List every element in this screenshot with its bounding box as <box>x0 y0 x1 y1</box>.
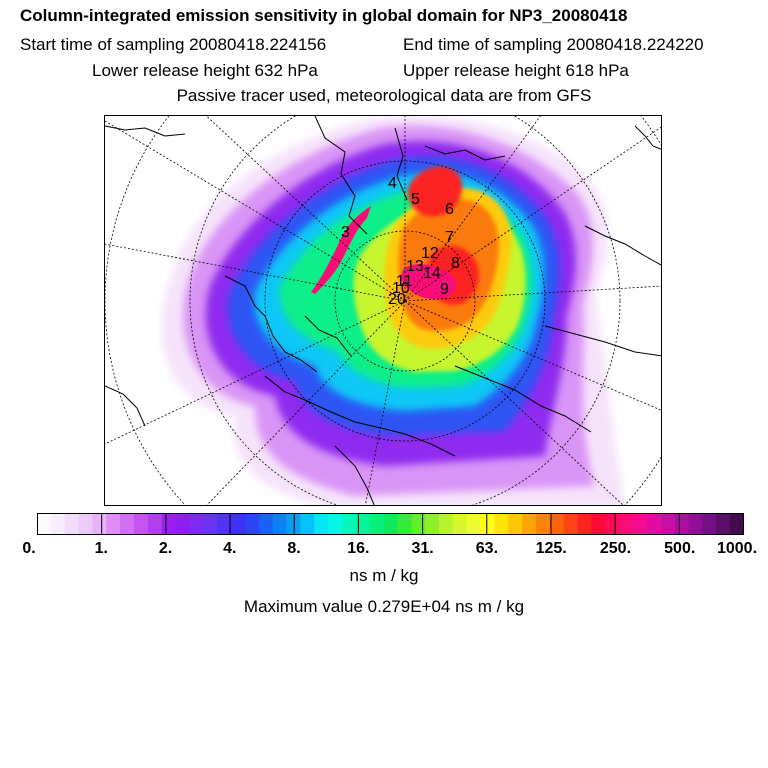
plot-title: Column-integrated emission sensitivity i… <box>20 6 628 25</box>
colorbar-swatch <box>425 513 440 535</box>
colorbar-swatch <box>147 513 163 535</box>
maximum-value: Maximum value 0.279E+04 ns m / kg <box>243 597 525 616</box>
colorbar-swatch <box>466 513 482 535</box>
colorbar-swatch <box>244 513 260 535</box>
colorbar <box>37 513 744 535</box>
colorbar-tick-label: 2. <box>158 540 173 557</box>
colorbar-swatch <box>314 513 329 535</box>
graticule <box>105 116 661 505</box>
colorbar-swatch <box>730 513 744 535</box>
colorbar-swatch <box>231 513 246 535</box>
colorbar-swatch <box>702 513 717 535</box>
colorbar-swatch <box>633 513 648 535</box>
colorbar-swatch <box>134 513 149 535</box>
colorbar-tick-label: 16. <box>347 540 370 557</box>
colorbar-swatch <box>439 513 454 535</box>
colorbar-swatch <box>619 513 634 535</box>
colorbar-tick-label: 1. <box>94 540 108 557</box>
colorbar-swatch <box>508 513 523 535</box>
colorbar-swatch <box>217 513 232 535</box>
colorbar-swatch <box>716 513 731 535</box>
colorbar-tick-label: 250. <box>599 540 632 557</box>
colorbar-swatch <box>646 513 662 535</box>
colorbar-swatch <box>591 513 606 535</box>
colorbar-tick-label: 31. <box>411 540 434 557</box>
colorbar-swatch <box>605 513 620 535</box>
release-marker-label: 13 <box>406 258 424 275</box>
map-panel: 4 5 6 3 7 12 8 13 14 11 10 9 20 <box>104 115 662 506</box>
colorbar-swatch <box>549 513 565 535</box>
release-marker-label: 9 <box>440 281 449 298</box>
sensitivity-plume <box>161 116 625 505</box>
colorbar-swatch <box>341 513 357 535</box>
colorbar-swatch <box>522 513 537 535</box>
colorbar-swatch <box>78 513 93 535</box>
colorbar-swatch <box>369 513 385 535</box>
colorbar-swatch <box>64 513 80 535</box>
colorbar-border <box>37 513 744 535</box>
colorbar-swatch <box>50 513 66 535</box>
colorbar-swatch <box>674 513 690 535</box>
release-marker-label: 4 <box>388 175 397 192</box>
colorbar-swatch <box>37 513 52 535</box>
colorbar-swatch <box>411 513 426 535</box>
colorbar-swatch <box>175 513 190 535</box>
colorbar-swatch <box>494 513 509 535</box>
coastlines <box>105 116 661 505</box>
colorbar-swatch <box>258 513 274 535</box>
colorbar-swatch <box>480 513 495 535</box>
start-sampling-time: Start time of sampling 20080418.224156 <box>20 35 327 54</box>
colorbar-swatch <box>688 513 703 535</box>
colorbar-swatch <box>106 513 121 535</box>
colorbar-swatch <box>660 513 676 535</box>
release-marker-label: 6 <box>445 201 454 218</box>
release-marker-label: 5 <box>411 191 420 208</box>
colorbar-swatch <box>328 513 343 535</box>
colorbar-swatch <box>383 513 398 535</box>
release-marker-label: 12 <box>421 245 439 262</box>
colorbar-swatch <box>452 513 468 535</box>
colorbar-units: ns m / kg <box>349 566 419 585</box>
colorbar-swatch <box>577 513 593 535</box>
colorbar-tick-label: 1000. <box>716 540 758 557</box>
colorbar-swatch <box>92 513 107 535</box>
colorbar-tick-label: 500. <box>664 540 696 557</box>
colorbar-swatch <box>536 513 551 535</box>
release-marker-label: 20 <box>388 291 406 308</box>
colorbar-swatch <box>300 513 315 535</box>
tracer-note: Passive tracer used, meteorological data… <box>176 86 592 105</box>
colorbar-tick-label: 4. <box>223 540 237 557</box>
colorbar-swatch <box>272 513 288 535</box>
release-marker-label: 8 <box>451 255 460 272</box>
colorbar-swatch <box>203 513 218 535</box>
colorbar-tick-label: 63. <box>475 540 499 557</box>
colorbar-swatch <box>120 513 135 535</box>
colorbar-swatch <box>355 513 371 535</box>
release-marker-label: 10 <box>392 280 410 297</box>
colorbar-tick-label: 8. <box>287 540 301 557</box>
lower-release-height: Lower release height 632 hPa <box>92 61 318 80</box>
colorbar-swatch <box>189 513 204 535</box>
end-sampling-time: End time of sampling 20080418.224220 <box>403 35 704 54</box>
colorbar-tick-label: 125. <box>535 540 567 557</box>
colorbar-swatch <box>161 513 177 535</box>
release-marker-label: 14 <box>423 265 441 282</box>
colorbar-swatch <box>397 513 412 535</box>
release-marker-label: 7 <box>445 229 454 246</box>
release-marker-label: 11 <box>396 273 413 290</box>
colorbar-swatch <box>286 513 301 535</box>
colorbar-tick-label: 0. <box>22 540 36 557</box>
release-marker-label: 3 <box>341 224 350 241</box>
upper-release-height: Upper release height 618 hPa <box>403 61 629 80</box>
colorbar-swatch <box>563 513 579 535</box>
